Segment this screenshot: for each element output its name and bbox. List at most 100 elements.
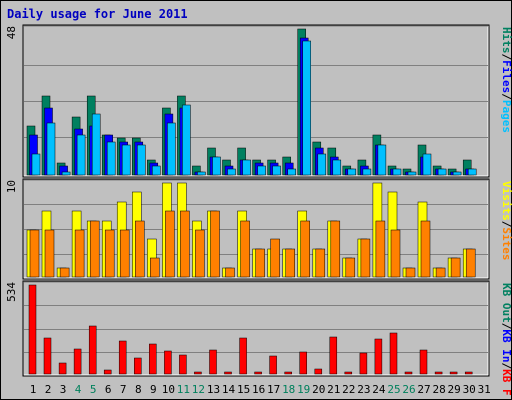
bar-sites [59, 267, 70, 278]
bar-pages [46, 122, 56, 176]
bar-sites [150, 257, 160, 278]
y-max-label: 10 [5, 180, 18, 193]
bar-pages [407, 171, 417, 176]
x-tick-label: 9 [150, 383, 157, 396]
legend-separator: / [500, 93, 512, 100]
bar-pages [227, 168, 236, 176]
bar-sites [119, 229, 130, 278]
bar-pages [452, 171, 462, 176]
x-tick-label: 23 [357, 383, 370, 396]
x-tick-label: 5 [90, 383, 97, 396]
bar-kb-f [299, 351, 307, 375]
x-tick-label: 8 [135, 383, 142, 396]
legend-item-kb-in: KB In [500, 329, 512, 362]
legend: KB Out/KB In/KB F [500, 283, 512, 396]
bar-sites [74, 229, 85, 278]
bar-pages [182, 104, 191, 176]
legend-item-pages: Pages [500, 100, 512, 133]
bar-sites [180, 210, 190, 278]
x-tick-label: 3 [60, 383, 67, 396]
bar-kb-f [194, 371, 202, 375]
x-tick-label: 11 [177, 383, 190, 396]
x-tick-label: 30 [463, 383, 476, 396]
bar-kb-f [88, 325, 97, 375]
bar-kb-f [224, 371, 232, 375]
bar-kb-f [28, 284, 37, 375]
bar-kb-f [179, 354, 187, 375]
bar-pages [167, 122, 176, 176]
y-max-label: 534 [5, 282, 18, 302]
bar-pages [106, 141, 116, 176]
bar-kb-f [344, 371, 353, 375]
bar-sites [345, 257, 356, 278]
bar-kb-f [134, 357, 142, 375]
legend: Visits/Sites [500, 181, 512, 261]
x-tick-label: 4 [75, 383, 82, 396]
y-max-label: 48 [5, 26, 18, 39]
bar-sites [420, 220, 431, 278]
x-tick-label: 10 [162, 383, 175, 396]
bar-pages [121, 144, 131, 176]
bar-pages [422, 153, 432, 176]
bar-pages [61, 171, 71, 176]
bar-kb-f [374, 338, 383, 375]
bar-kb-f [103, 369, 112, 375]
bar-pages [76, 134, 86, 176]
x-tick-label: 25 [387, 383, 400, 396]
x-tick-label: 29 [447, 383, 460, 396]
bar-sites [104, 229, 115, 278]
bar-sites [225, 267, 235, 278]
x-tick-label: 21 [327, 383, 340, 396]
x-tick-label: 26 [402, 383, 415, 396]
x-tick-label: 1 [30, 383, 37, 396]
bar-sites [89, 220, 100, 278]
bar-kb-f [254, 371, 262, 375]
panel-2 [22, 280, 490, 377]
bar-kb-f [449, 371, 458, 375]
bar-pages [272, 165, 281, 176]
x-tick-label: 16 [252, 383, 265, 396]
x-tick-label: 31 [478, 383, 491, 396]
bar-kb-f [359, 352, 368, 375]
bar-pages [242, 159, 251, 176]
bar-kb-f [329, 336, 338, 375]
bar-sites [165, 210, 175, 278]
bar-kb-f [389, 332, 398, 375]
bar-sites [44, 229, 55, 278]
bar-sites [270, 238, 280, 278]
bar-pages [257, 165, 266, 176]
x-tick-label: 24 [372, 383, 386, 396]
bar-pages [91, 113, 101, 176]
bar-pages [137, 144, 146, 176]
bar-sites [465, 248, 476, 278]
bar-pages [467, 168, 477, 176]
bar-sites [330, 220, 341, 278]
bar-pages [317, 153, 327, 176]
legend-separator: / [500, 363, 512, 370]
bar-pages [377, 144, 387, 176]
bar-pages [287, 168, 296, 176]
bar-pages [392, 168, 402, 176]
bar-pages [332, 159, 342, 176]
legend-item-hits: Hits [500, 27, 512, 54]
bar-kb-f [164, 350, 172, 375]
bar-sites [315, 248, 326, 278]
bar-kb-f [314, 368, 323, 375]
bar-sites [29, 229, 40, 278]
bar-pages [302, 40, 311, 176]
x-tick-label: 19 [297, 383, 310, 396]
bar-kb-f [464, 371, 473, 375]
bar-kb-f [269, 355, 277, 375]
bar-sites [195, 229, 205, 278]
bar-kb-f [58, 362, 67, 375]
x-tick-label: 28 [432, 383, 445, 396]
bar-sites [405, 267, 416, 278]
legend-item-files: Files [500, 60, 512, 93]
x-tick-label: 6 [105, 383, 112, 396]
legend: Hits/Files/Pages [500, 27, 512, 133]
bar-sites [360, 238, 371, 278]
bar-kb-f [149, 343, 157, 375]
bar-sites [450, 257, 461, 278]
x-tick-label: 13 [207, 383, 220, 396]
